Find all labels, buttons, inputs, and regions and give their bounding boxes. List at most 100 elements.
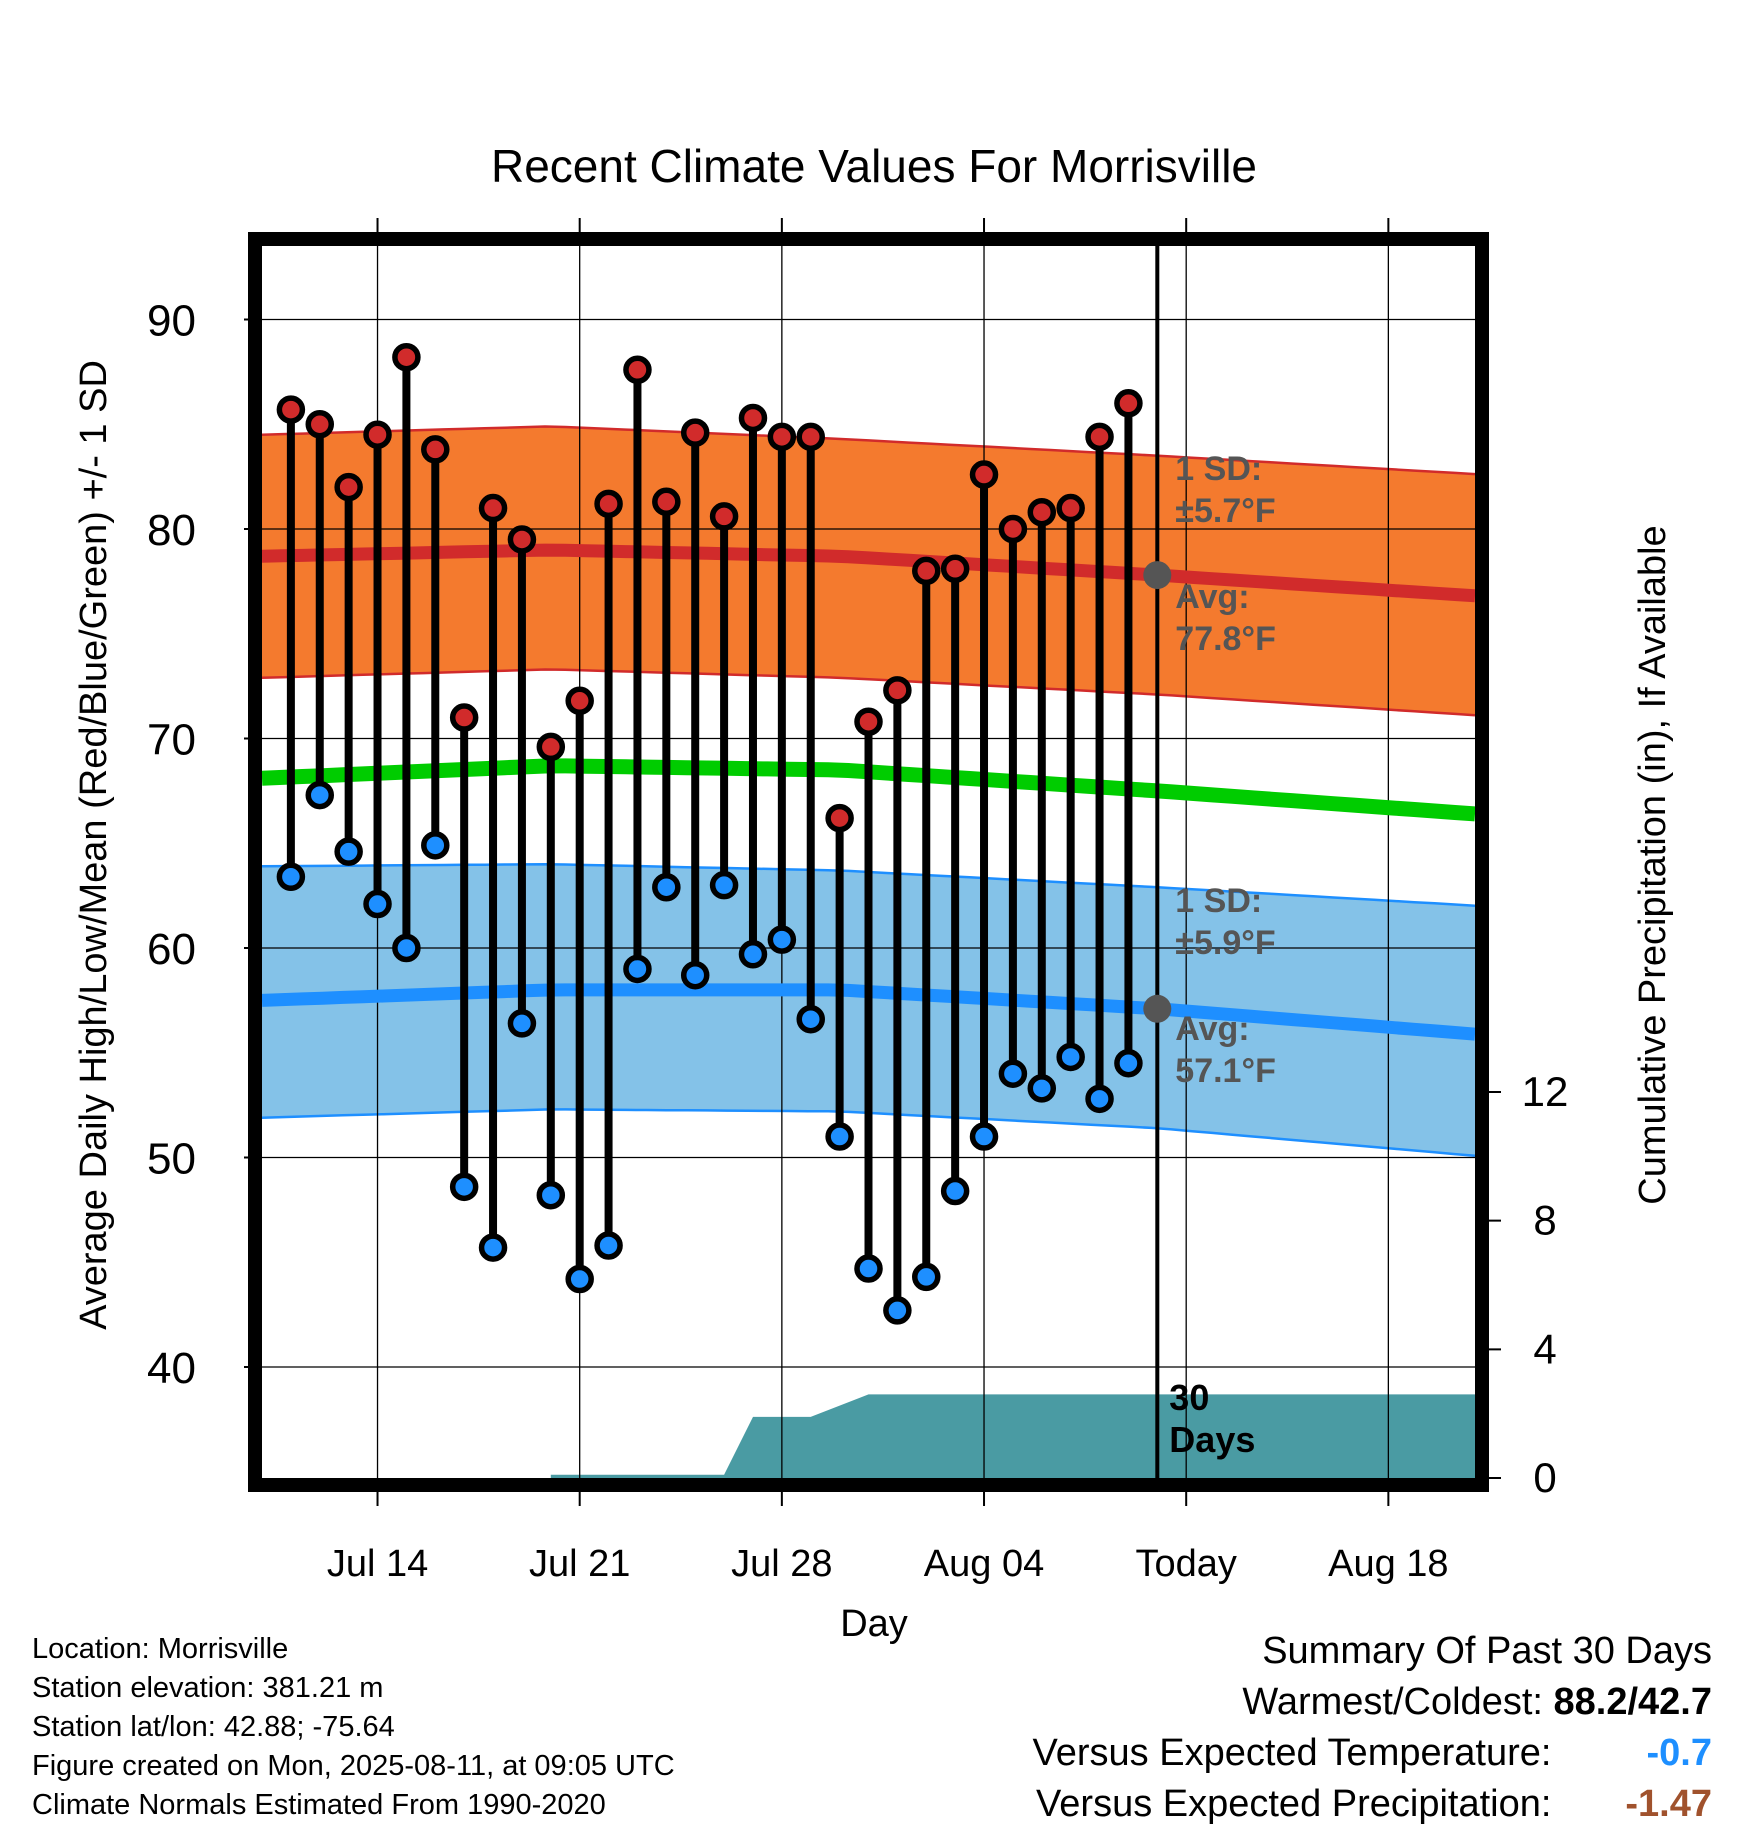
low-temp-point [421, 831, 450, 860]
low-temp-point [449, 1172, 479, 1202]
plot-clip-group: 1 SD: ±5.7°F Avg: 77.8°F 1 SD: ±5.9°F Avg: 57.1… [262, 246, 1475, 1478]
high-band-upper-edge [262, 425, 1475, 476]
high-temp-point [594, 489, 623, 519]
high-temp-point [709, 502, 739, 531]
low-temp-point [969, 1122, 999, 1151]
temp-value: -0.7 [1646, 1732, 1712, 1774]
low-temp-point [305, 780, 335, 810]
high-temp-point [825, 803, 854, 833]
high-temp-point [536, 732, 566, 762]
high-temp-point [392, 342, 421, 372]
high-band-lower-edge [262, 668, 1475, 717]
low-temp-point [1027, 1074, 1057, 1103]
low-temp-point [680, 960, 710, 990]
low-temp-point [883, 1296, 912, 1325]
low-temp-point [940, 1176, 970, 1206]
window-label-days-count: 30 [1169, 1377, 1209, 1418]
location-text: Location: Morrisville [32, 1633, 289, 1665]
summary-title: Summary Of Past 30 Days [1262, 1630, 1712, 1672]
x-tick-label: Aug 18 [1328, 1543, 1448, 1585]
high-temp-point [305, 410, 335, 439]
low-temp-point [565, 1264, 594, 1294]
x-tick-label: Jul 21 [529, 1543, 630, 1585]
high-temp-point [883, 676, 912, 705]
warm-cold-row: Warmest/Coldest: 88.2/42.7 [1033, 1677, 1712, 1728]
y-tick-label: 50 [147, 1135, 196, 1184]
low-temp-point [912, 1262, 941, 1292]
high-temp-point [854, 707, 883, 736]
y-tick-label: 80 [147, 506, 196, 555]
high-avg-label: Avg: [1175, 578, 1249, 616]
y2-tick-label: 12 [1522, 1068, 1569, 1115]
low-temp-point [738, 940, 768, 969]
low-temp-point [392, 933, 421, 963]
high-temp-point [276, 395, 306, 424]
x-tick-label: Jul 28 [731, 1543, 832, 1585]
low-temp-point [1085, 1084, 1114, 1114]
x-tick-label: Jul 14 [327, 1543, 428, 1585]
today-low-avg-marker [1143, 994, 1172, 1023]
y-axis-label: Average Daily High/Low/Mean (Red/Blue/Gr… [73, 360, 115, 1330]
low-avg-value: 57.1°F [1175, 1052, 1276, 1090]
low-avg-label: Avg: [1175, 1010, 1249, 1048]
y2-tick-label: 0 [1533, 1454, 1556, 1501]
low-temp-point [276, 862, 306, 892]
high-temp-point [912, 556, 941, 586]
high-temp-point [363, 420, 392, 449]
x-axis-label: Day [840, 1603, 908, 1645]
low-temp-point [854, 1254, 883, 1283]
low-temp-point [478, 1233, 508, 1262]
plot-frame [248, 232, 1489, 1492]
y2-tick-label: 8 [1533, 1197, 1556, 1244]
precip-value: -1.47 [1625, 1783, 1712, 1825]
high-temp-point [334, 472, 363, 502]
temp-label: Versus Expected Temperature: [1032, 1732, 1552, 1774]
warm-cold-value: 88.2/42.7 [1553, 1681, 1712, 1723]
high-temp-point [507, 525, 537, 554]
low-temp-point [709, 870, 739, 900]
normals-text: Climate Normals Estimated From 1990-2020 [32, 1789, 606, 1821]
high-temp-point [1027, 497, 1057, 527]
low-temp-point [623, 954, 652, 984]
high-temp-point [623, 355, 652, 385]
high-sd-label: 1 SD: [1175, 450, 1262, 488]
low-temp-point [998, 1059, 1028, 1088]
high-temp-point [478, 493, 508, 523]
high-avg-value: 77.8°F [1175, 620, 1276, 658]
low-temp-point [536, 1180, 566, 1210]
elevation-text: Station elevation: 381.21 m [32, 1672, 384, 1704]
precip-area [262, 1394, 1475, 1478]
precip-label: Versus Expected Precipitation: [1036, 1783, 1552, 1825]
latlon-text: Station lat/lon: 42.88; -75.64 [32, 1711, 395, 1743]
low-sd-value: ±5.9°F [1175, 924, 1275, 962]
high-temp-point [998, 514, 1028, 544]
low-temp-point [1056, 1042, 1085, 1072]
low-temp-point [796, 1004, 825, 1034]
low-temp-point [334, 837, 363, 866]
low-temp-point [507, 1009, 537, 1038]
high-temp-point [1056, 493, 1085, 523]
high-temp-point [940, 554, 970, 584]
low-sd-label: 1 SD: [1175, 882, 1262, 920]
chart-title: Recent Climate Values For Morrisville [491, 140, 1257, 192]
low-temp-point [363, 889, 392, 919]
low-temp-point [825, 1122, 854, 1151]
low-temp-point [767, 925, 797, 954]
high-sd-band [262, 426, 1475, 716]
temp-row: Versus Expected Temperature: -0.7 [1033, 1728, 1712, 1779]
window-label-days: Days [1169, 1419, 1255, 1460]
y2-axis-label: Cumulative Precipitation (in), If Availa… [1632, 525, 1674, 1204]
low-temp-point [1114, 1048, 1143, 1078]
high-temp-point [738, 403, 768, 433]
x-tick-label: Aug 04 [924, 1543, 1044, 1585]
y-tick-label: 70 [147, 716, 196, 765]
y2-tick-label: 4 [1533, 1325, 1556, 1372]
normal-high-line [262, 543, 1475, 603]
created-text: Figure created on Mon, 2025-08-11, at 09… [32, 1750, 675, 1782]
y-tick-label: 60 [147, 925, 196, 974]
y-tick-label: 40 [147, 1344, 196, 1393]
high-temp-point [652, 487, 681, 517]
warm-cold-label: Warmest/Coldest: [1242, 1681, 1543, 1723]
high-temp-point [449, 703, 479, 732]
